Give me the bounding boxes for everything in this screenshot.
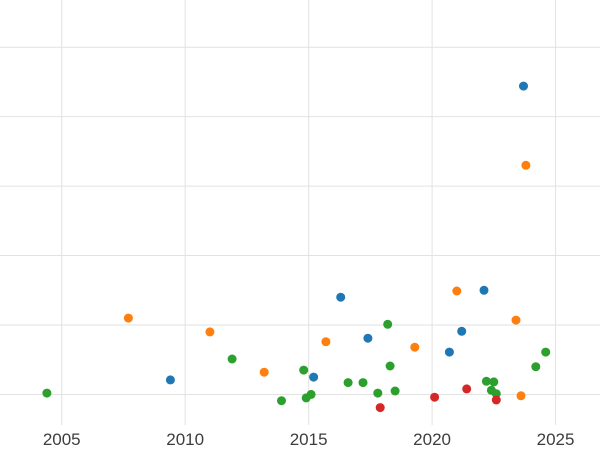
data-point-series-blue[interactable]	[165, 375, 175, 385]
data-point-series-green[interactable]	[299, 365, 309, 375]
data-point-series-orange[interactable]	[516, 391, 526, 401]
data-point-series-green[interactable]	[306, 389, 316, 399]
x-axis-tick-label: 2020	[413, 430, 451, 449]
data-point-series-green[interactable]	[531, 362, 541, 372]
data-point-series-blue[interactable]	[363, 333, 373, 343]
data-point-series-orange[interactable]	[205, 327, 215, 337]
data-point-series-green[interactable]	[383, 319, 393, 329]
data-point-series-green[interactable]	[491, 389, 501, 399]
data-point-series-blue[interactable]	[444, 347, 454, 357]
data-point-series-blue[interactable]	[519, 81, 528, 91]
data-point-series-green[interactable]	[489, 377, 499, 387]
data-point-series-orange[interactable]	[521, 160, 531, 170]
data-point-series-green[interactable]	[373, 388, 383, 398]
data-point-series-orange[interactable]	[259, 367, 269, 377]
data-point-series-red[interactable]	[491, 395, 501, 405]
data-point-series-green[interactable]	[385, 361, 395, 371]
data-point-series-green[interactable]	[343, 378, 353, 388]
data-point-series-red[interactable]	[462, 384, 472, 394]
data-point-series-blue[interactable]	[457, 326, 467, 336]
data-point-series-green[interactable]	[42, 388, 52, 398]
data-point-series-orange[interactable]	[511, 315, 521, 325]
x-axis-tick-label: 2010	[166, 430, 204, 449]
data-point-series-green[interactable]	[390, 386, 400, 396]
data-point-series-orange[interactable]	[123, 313, 133, 323]
data-point-series-orange[interactable]	[321, 337, 331, 347]
data-point-series-blue[interactable]	[479, 285, 489, 295]
data-point-series-green[interactable]	[481, 376, 491, 386]
x-axis-tick-label: 2015	[290, 430, 328, 449]
data-point-series-red[interactable]	[430, 392, 440, 402]
x-axis-tick-label: 2005	[43, 430, 81, 449]
data-point-series-blue[interactable]	[309, 372, 319, 382]
x-axis-tick-label: 2025	[537, 430, 575, 449]
data-point-series-orange[interactable]	[410, 342, 420, 352]
data-point-series-green[interactable]	[541, 347, 551, 357]
data-point-series-blue[interactable]	[336, 292, 346, 302]
data-point-series-green[interactable]	[227, 354, 237, 364]
data-point-series-orange[interactable]	[452, 286, 462, 296]
data-point-series-red[interactable]	[375, 403, 385, 413]
data-point-series-green[interactable]	[277, 396, 286, 406]
data-point-series-green[interactable]	[358, 378, 368, 388]
